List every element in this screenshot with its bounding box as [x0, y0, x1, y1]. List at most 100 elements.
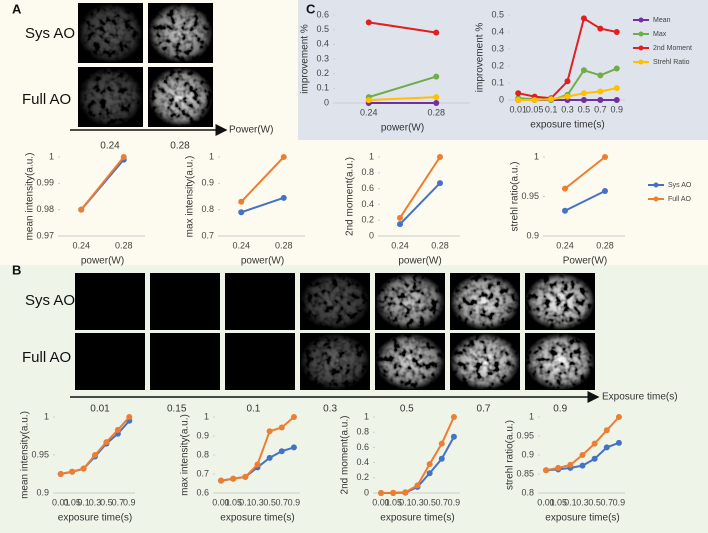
data-point — [365, 97, 372, 104]
y-tick-label: 1 — [364, 411, 369, 421]
speckle-noise — [450, 273, 520, 330]
series-line — [399, 182, 441, 225]
data-point — [92, 452, 98, 458]
y-tick-label: 0 — [369, 230, 374, 240]
speckle-noise — [78, 67, 143, 127]
y-tick-label: 0.95 — [521, 191, 539, 201]
data-point — [266, 454, 273, 461]
x-tick-label: 0.9 — [123, 497, 136, 507]
series-line — [368, 21, 437, 34]
data-point — [579, 462, 586, 469]
x-tick-label: 0.3 — [561, 104, 574, 114]
legend-label: Sys AO — [668, 182, 692, 189]
y-tick-label: 0.1 — [316, 83, 329, 93]
y-axis-label: improvement % — [475, 23, 486, 93]
y-tick-label: 0.2 — [491, 60, 504, 70]
legend-label: Max — [653, 31, 667, 38]
speckle — [375, 333, 445, 390]
x-axis-label: exposure time(s) — [220, 513, 294, 524]
y-tick-label: 0.95 — [516, 430, 534, 440]
data-point — [238, 198, 245, 205]
series-line — [240, 196, 285, 214]
x-tick-label: 0.24 — [360, 107, 378, 117]
speckle — [78, 67, 143, 127]
legend-marker — [653, 196, 659, 202]
x-tick-label: 0.05 — [63, 497, 81, 507]
panel-label: B — [12, 262, 21, 277]
y-tick-label: 0.85 — [516, 468, 534, 478]
y-axis-label: mean intensity(a.u.) — [25, 153, 36, 241]
legend-marker — [638, 45, 644, 51]
data-point — [602, 154, 608, 160]
x-tick-label: 0.1 — [564, 497, 577, 507]
column-label: 0.1 — [246, 404, 260, 415]
data-point — [397, 214, 403, 221]
x-tick-label: 0.24 — [556, 240, 574, 250]
series-line — [399, 156, 441, 219]
data-point — [290, 414, 297, 420]
y-tick-label: 1 — [204, 411, 209, 421]
x-tick-label: 0.5 — [100, 497, 113, 507]
x-tick-label: 0.9 — [448, 497, 461, 507]
data-point — [450, 414, 457, 420]
data-point — [543, 467, 550, 474]
row-label: Full AO — [22, 91, 71, 108]
x-tick-label: 0.3 — [89, 497, 102, 507]
data-point — [602, 187, 608, 194]
data-point — [57, 471, 64, 477]
x-tick-label: 0.1 — [545, 104, 558, 114]
speckle-noise — [300, 333, 370, 390]
y-tick-label: 1 — [44, 411, 49, 421]
data-point — [266, 428, 273, 435]
y-tick-label: 0.8 — [521, 487, 534, 497]
y-axis-label: 2nd moment(a.u.) — [345, 157, 356, 236]
x-tick-label: 0.28 — [275, 240, 293, 250]
y-tick-label: 0.4 — [491, 26, 504, 36]
axis-label: Power(W) — [229, 125, 273, 136]
data-point — [564, 78, 571, 85]
data-point — [555, 464, 562, 471]
y-tick-label: 0.2 — [316, 68, 329, 78]
y-tick-label: 0.2 — [356, 472, 369, 482]
data-point — [433, 73, 440, 80]
data-point — [280, 194, 287, 201]
y-tick-label: 0.7 — [196, 468, 209, 478]
data-point — [580, 90, 587, 97]
data-point — [78, 206, 85, 213]
column-label: 0.01 — [90, 404, 110, 415]
column-label: 0.9 — [553, 404, 567, 415]
data-point — [613, 97, 620, 103]
y-tick-label: 0.7 — [201, 230, 214, 240]
data-point — [597, 97, 604, 103]
legend-label: Strehl Ratio — [653, 59, 690, 66]
data-point — [438, 455, 445, 462]
data-point — [562, 207, 568, 214]
legend-marker — [638, 17, 644, 23]
speckle — [525, 333, 595, 390]
x-tick-label: 0.5 — [423, 497, 436, 507]
y-tick-label: 0.3 — [491, 43, 504, 53]
speckle — [375, 273, 445, 330]
row-label: Sys AO — [25, 25, 75, 42]
x-tick-label: 0.01 — [52, 497, 70, 507]
data-point — [597, 88, 604, 95]
data-point — [390, 489, 397, 496]
x-tick-label: 0.24 — [232, 240, 250, 250]
speckle-noise — [148, 67, 213, 127]
data-point — [615, 439, 622, 446]
y-tick-label: 0.98 — [36, 204, 54, 214]
y-tick-label: 1 — [534, 151, 539, 161]
x-axis-label: exposure time(s) — [58, 513, 132, 524]
data-point — [378, 490, 385, 496]
data-point — [613, 85, 620, 92]
data-point — [450, 433, 457, 440]
y-tick-label: 0.1 — [491, 77, 504, 87]
data-point — [218, 477, 225, 484]
data-point — [120, 154, 127, 160]
speckle — [450, 273, 520, 330]
x-tick-label: 0.3 — [251, 497, 264, 507]
series-line — [368, 96, 437, 102]
legend-marker — [638, 59, 644, 65]
x-tick-label: 0.28 — [431, 240, 449, 250]
